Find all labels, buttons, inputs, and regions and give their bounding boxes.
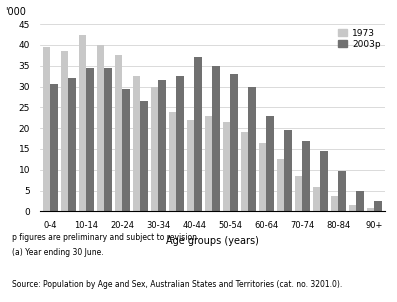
Bar: [104, 68, 112, 211]
Bar: [259, 143, 266, 211]
Bar: [50, 85, 58, 211]
Bar: [212, 66, 220, 211]
Bar: [313, 187, 320, 211]
Bar: [331, 196, 338, 211]
Bar: [141, 101, 148, 211]
Bar: [284, 130, 292, 211]
Bar: [349, 205, 357, 211]
Bar: [97, 45, 104, 211]
Bar: [223, 122, 230, 211]
Bar: [87, 68, 94, 211]
X-axis label: Age groups (years): Age groups (years): [166, 236, 259, 246]
Bar: [205, 116, 212, 211]
Bar: [295, 176, 303, 211]
Bar: [79, 34, 87, 211]
Bar: [266, 116, 274, 211]
Bar: [133, 76, 141, 211]
Bar: [122, 89, 130, 211]
Bar: [61, 51, 68, 211]
Bar: [277, 159, 284, 211]
Bar: [249, 87, 256, 211]
Bar: [187, 120, 195, 211]
Text: '000: '000: [5, 7, 26, 17]
Legend: 1973, 2003p: 1973, 2003p: [338, 29, 381, 49]
Bar: [115, 55, 122, 211]
Text: Source: Population by Age and Sex, Australian States and Territories (cat. no. 3: Source: Population by Age and Sex, Austr…: [12, 280, 342, 289]
Bar: [320, 151, 328, 211]
Bar: [169, 111, 176, 211]
Text: p figures are preliminary and subject to revision: p figures are preliminary and subject to…: [12, 233, 197, 242]
Bar: [230, 74, 238, 211]
Bar: [241, 132, 249, 211]
Bar: [195, 57, 202, 211]
Bar: [374, 201, 382, 211]
Bar: [338, 171, 346, 211]
Bar: [176, 76, 184, 211]
Bar: [43, 47, 50, 211]
Bar: [151, 87, 158, 211]
Bar: [303, 141, 310, 211]
Bar: [68, 78, 76, 211]
Bar: [158, 80, 166, 211]
Bar: [357, 191, 364, 211]
Text: (a) Year ending 30 June.: (a) Year ending 30 June.: [12, 248, 104, 257]
Bar: [367, 208, 374, 211]
